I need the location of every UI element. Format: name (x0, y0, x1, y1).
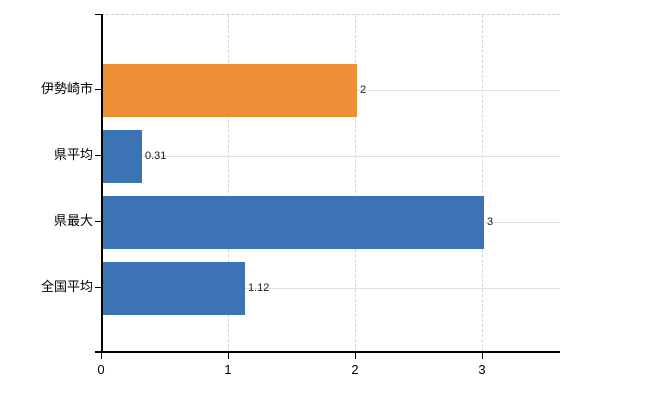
x-axis-line (95, 351, 560, 353)
x-axis-tick-label: 3 (478, 362, 486, 377)
x-axis-tick (355, 353, 356, 359)
category-label: 伊勢崎市 (40, 81, 93, 96)
y-axis-end-tick (95, 14, 101, 15)
y-axis-tick (95, 155, 101, 156)
x-axis-tick (101, 353, 102, 359)
plot-area: 2 0.31 3 1.12 (101, 14, 560, 352)
horizontal-gridline (101, 156, 560, 157)
category-label: 県最大 (53, 213, 93, 228)
bar-3 (103, 261, 245, 315)
bar-value-label: 1.12 (248, 281, 270, 294)
y-axis-line (101, 14, 103, 352)
x-axis-tick-label: 2 (351, 362, 359, 377)
x-axis-tick (482, 353, 483, 359)
vertical-gridline (355, 15, 356, 352)
y-axis-tick (95, 89, 101, 90)
x-axis-tick-label: 1 (224, 362, 232, 377)
bar-2 (103, 195, 484, 249)
bar-1 (103, 129, 142, 183)
x-axis-tick-label: 0 (97, 362, 105, 377)
bar-value-label: 3 (487, 215, 494, 228)
x-axis-tick (228, 353, 229, 359)
category-label: 全国平均 (40, 279, 93, 294)
bar-value-label: 0.31 (145, 149, 167, 162)
bar-value-label: 2 (360, 83, 367, 96)
y-axis-tick (95, 221, 101, 222)
vertical-gridline (228, 15, 229, 352)
bar-0 (103, 63, 357, 117)
vertical-gridline (482, 15, 483, 352)
category-label: 県平均 (53, 147, 93, 162)
y-axis-tick (95, 287, 101, 288)
horizontal-gridline (101, 288, 560, 289)
